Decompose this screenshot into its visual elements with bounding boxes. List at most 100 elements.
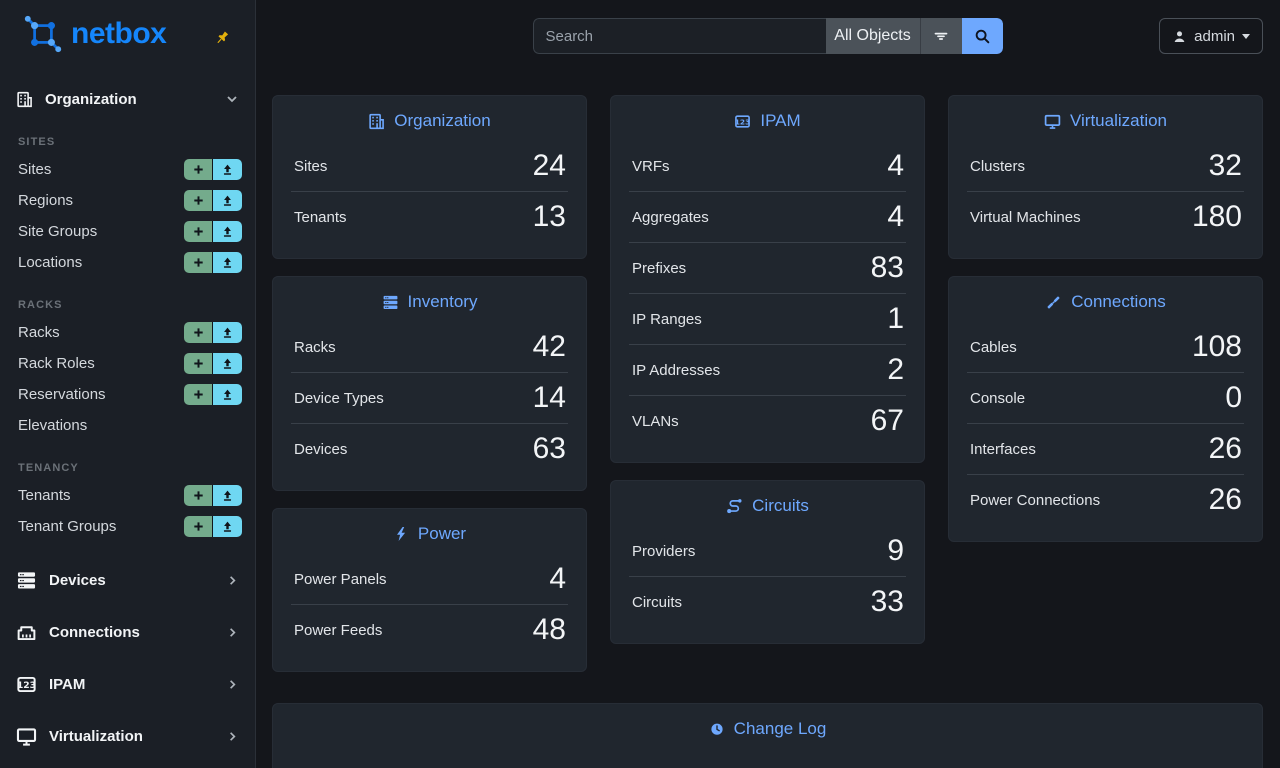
brand[interactable]: netbox	[0, 0, 255, 55]
dashboard-column-3: Virtualization Clusters 32 Virtual Machi…	[948, 95, 1263, 689]
stat-value: 32	[1208, 149, 1242, 182]
stat-row[interactable]: Device Types 14	[273, 373, 586, 423]
search-input[interactable]	[532, 18, 826, 54]
stat-row[interactable]: Power Panels 4	[273, 554, 586, 604]
import-button[interactable]	[213, 353, 242, 374]
stat-row[interactable]: Tenants 13	[273, 192, 586, 242]
import-button[interactable]	[213, 252, 242, 273]
sidebar-item-label: Connections	[49, 623, 140, 641]
card-header[interactable]: Virtualization	[949, 96, 1262, 141]
sidebar-pin-button[interactable]	[213, 29, 231, 47]
import-button[interactable]	[213, 384, 242, 405]
import-button[interactable]	[213, 516, 242, 537]
svg-text:123: 123	[735, 117, 751, 126]
stat-row[interactable]: Sites 24	[273, 141, 586, 191]
sidebar-item-connections[interactable]: Connections	[0, 606, 255, 658]
stat-row[interactable]: VLANs 67	[611, 396, 924, 446]
sidebar-item-virtualization[interactable]: Virtualization	[0, 710, 255, 762]
stat-row[interactable]: Virtual Machines 180	[949, 192, 1262, 242]
add-button[interactable]	[184, 353, 213, 374]
sidebar-item-locations[interactable]: Locations	[0, 247, 255, 278]
sidebar-item-regions[interactable]: Regions	[0, 185, 255, 216]
import-button[interactable]	[213, 159, 242, 180]
stat-row[interactable]: Power Connections 26	[949, 475, 1262, 525]
sidebar-item-devices[interactable]: Devices	[0, 554, 255, 606]
add-button[interactable]	[184, 485, 213, 506]
card-header[interactable]: Circuits	[611, 481, 924, 526]
stat-row[interactable]: VRFs 4	[611, 141, 924, 191]
sidebar-item-racks[interactable]: Racks	[0, 317, 255, 348]
import-button[interactable]	[213, 221, 242, 242]
filter-button[interactable]	[919, 18, 962, 54]
stat-row[interactable]: Clusters 32	[949, 141, 1262, 191]
upload-icon	[221, 326, 234, 339]
import-button[interactable]	[213, 190, 242, 211]
stat-label: Console	[970, 389, 1026, 407]
stat-row[interactable]: Circuits 33	[611, 577, 924, 627]
import-button[interactable]	[213, 322, 242, 343]
sidebar-item-sites[interactable]: Sites	[0, 154, 255, 185]
stat-row[interactable]: Providers 9	[611, 526, 924, 576]
sidebar-item-tenant-groups[interactable]: Tenant Groups	[0, 511, 255, 542]
chevron-down-icon	[225, 92, 239, 106]
stat-row[interactable]: Prefixes 83	[611, 243, 924, 293]
divider	[291, 604, 568, 605]
stat-value: 9	[887, 534, 904, 567]
card-header[interactable]: Connections	[949, 277, 1262, 322]
stat-value: 26	[1208, 432, 1242, 465]
card-header[interactable]: Inventory	[273, 277, 586, 322]
sidebar-item-site-groups[interactable]: Site Groups	[0, 216, 255, 247]
stat-row[interactable]: Devices 63	[273, 424, 586, 474]
stat-row[interactable]: Console 0	[949, 373, 1262, 423]
add-button[interactable]	[184, 190, 213, 211]
import-button[interactable]	[213, 485, 242, 506]
card-header[interactable]: Change Log	[273, 704, 1262, 749]
card-power: Power Power Panels 4 Power Feeds 48	[272, 508, 587, 672]
card-header[interactable]: 123 IPAM	[611, 96, 924, 141]
sidebar-item-label: IPAM	[49, 675, 86, 693]
stat-row[interactable]: Aggregates 4	[611, 192, 924, 242]
quick-actions	[184, 252, 242, 273]
plus-icon	[192, 326, 205, 339]
upload-icon	[221, 520, 234, 533]
sidebar-item-ipam[interactable]: 123 IPAM	[0, 658, 255, 710]
add-button[interactable]	[184, 159, 213, 180]
add-button[interactable]	[184, 384, 213, 405]
card-header[interactable]: Power	[273, 509, 586, 554]
card-title: Organization	[394, 111, 491, 130]
building-icon	[368, 113, 385, 130]
add-button[interactable]	[184, 252, 213, 273]
search-scope-label: All Objects	[834, 27, 911, 44]
add-button[interactable]	[184, 322, 213, 343]
add-button[interactable]	[184, 221, 213, 242]
card-header[interactable]: Organization	[273, 96, 586, 141]
stat-label: IP Ranges	[632, 310, 702, 328]
stat-row[interactable]: Cables 108	[949, 322, 1262, 372]
stat-row[interactable]: IP Addresses 2	[611, 345, 924, 395]
sidebar-item-elevations[interactable]: Elevations	[0, 410, 255, 441]
stat-row[interactable]: Power Feeds 48	[273, 605, 586, 655]
card-title: IPAM	[760, 111, 801, 130]
user-menu-button[interactable]: admin	[1159, 18, 1263, 54]
stat-value: 108	[1191, 330, 1242, 363]
add-button[interactable]	[184, 516, 213, 537]
sidebar-item-organization[interactable]: Organization	[0, 83, 255, 115]
sidebar-item-label: Locations	[18, 254, 83, 271]
stat-row[interactable]: Racks 42	[273, 322, 586, 372]
search-button[interactable]	[961, 18, 1003, 54]
ipam-numbers-icon: 123	[734, 113, 751, 130]
plus-icon	[192, 357, 205, 370]
search-scope-dropdown[interactable]: All Objects	[825, 18, 920, 54]
card-virtualization: Virtualization Clusters 32 Virtual Machi…	[948, 95, 1263, 259]
sidebar-item-rack-roles[interactable]: Rack Roles	[0, 348, 255, 379]
quick-actions	[184, 384, 242, 405]
stat-row[interactable]: Interfaces 26	[949, 424, 1262, 474]
card-title: Connections	[1071, 292, 1166, 311]
ipam-numbers-icon: 123	[16, 674, 37, 695]
card-inventory: Inventory Racks 42 Device Types 14 Devic…	[272, 276, 587, 491]
divider	[291, 191, 568, 192]
plus-icon	[192, 256, 205, 269]
sidebar-item-tenants[interactable]: Tenants	[0, 480, 255, 511]
stat-row[interactable]: IP Ranges 1	[611, 294, 924, 344]
sidebar-item-reservations[interactable]: Reservations	[0, 379, 255, 410]
